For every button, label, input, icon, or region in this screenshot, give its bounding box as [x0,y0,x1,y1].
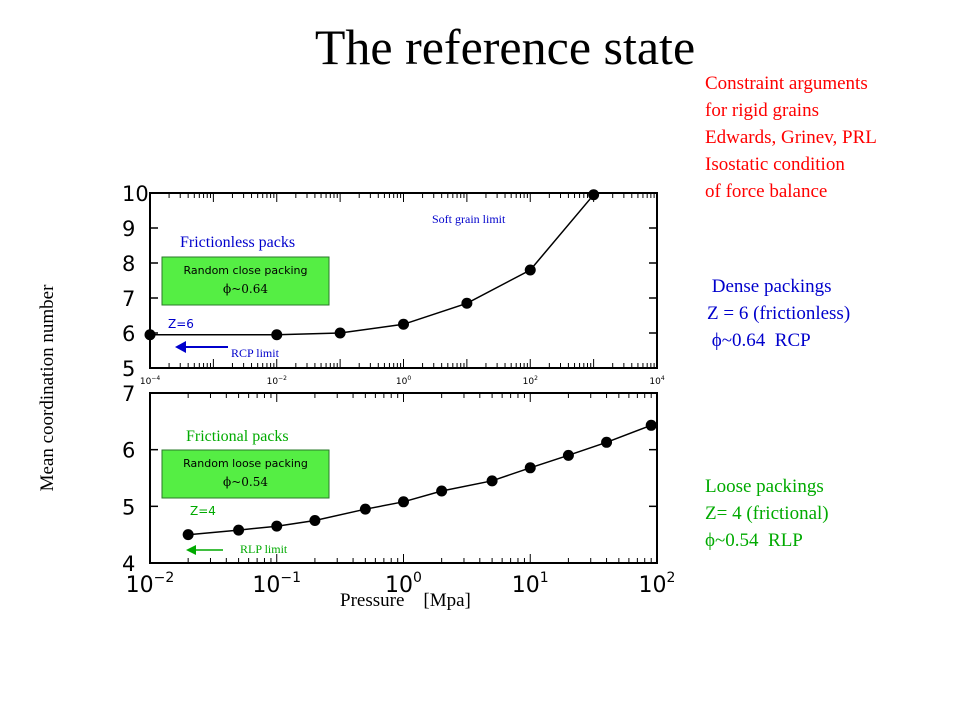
loose-line: Z= 4 (frictional) [705,503,829,524]
y-tick-label: 8 [122,252,135,276]
data-point [436,485,448,497]
constraint-line: Isostatic condition [705,154,845,175]
soft-grain-note: Soft grain limit [432,212,506,226]
series-line [188,424,652,536]
y-tick-label: 7 [122,382,135,406]
data-point [461,297,473,309]
dense-line: Dense packings [707,276,832,297]
x-tick-label: 10−2 [126,570,175,598]
data-point [524,264,536,276]
constraint-line: for rigid grains [705,100,819,121]
constraint-line: Edwards, Grinev, PRL [705,127,877,148]
loose-packings-note: Loose packings Z= 4 (frictional) ϕ~0.54 … [705,473,829,554]
data-point [524,462,536,474]
x-tick-label: 10−1 [252,570,301,598]
data-point [601,436,613,448]
data-point [588,189,600,201]
data-point [182,529,194,541]
constraint-note: Constraint arguments for rigid grains Ed… [705,70,877,205]
z-label: Z=4 [190,504,216,518]
packing-box-fraction: ϕ~0.64 [223,282,268,296]
data-point [334,327,346,339]
dense-line: ϕ~0.64 RCP [707,330,811,351]
x-axis-label: Pressure [Mpa] [340,590,471,611]
loose-line: ϕ~0.54 RLP [705,530,803,551]
data-point [359,503,371,515]
limit-label: RLP limit [240,542,288,556]
x-tick-label: 100 [396,375,411,387]
x-tick-label: 100 [385,570,422,598]
y-tick-label: 9 [122,217,135,241]
packing-box-fraction: ϕ~0.54 [223,475,268,489]
y-tick-label: 4 [122,552,135,576]
packing-box [161,449,330,499]
panel-label: Frictionless packs [180,234,295,251]
constraint-line: Constraint arguments [705,73,868,94]
dense-line: Z = 6 (frictionless) [707,303,851,324]
x-tick-label: 10−4 [140,375,160,387]
y-tick-label: 7 [122,287,135,311]
dense-packings-note: Dense packings Z = 6 (frictionless) ϕ~0.… [707,273,850,354]
data-point [271,329,283,341]
data-point [144,329,156,341]
data-point [309,515,321,526]
y-tick-label: 5 [122,357,135,381]
constraint-line: of force balance [705,181,828,202]
packing-box-title: Random close packing [183,264,307,277]
y-tick-label: 10 [122,182,149,206]
data-point [271,520,283,532]
limit-arrow-head [175,341,186,353]
data-point [486,475,498,487]
slide-title: The reference state [314,19,696,75]
data-point [398,496,409,508]
y-tick-label: 5 [122,495,135,519]
loose-line: Loose packings [705,476,824,497]
limit-arrow-head [186,545,196,555]
packing-box-title: Random loose packing [183,457,308,470]
data-point [398,318,409,330]
x-tick-label: 102 [639,570,676,598]
x-tick-label: 101 [512,570,549,598]
packing-box [161,256,330,306]
y-tick-label: 6 [122,439,135,463]
z-label: Z=6 [168,317,194,331]
limit-label: RCP limit [231,346,280,360]
x-tick-label: 104 [649,375,664,387]
panel-label: Frictional packs [186,428,289,445]
x-tick-label: 10−2 [267,375,287,387]
x-tick-label: 102 [523,375,538,387]
data-point [562,449,574,461]
data-point [645,419,657,431]
y-tick-label: 6 [122,322,135,346]
data-point [233,524,245,536]
